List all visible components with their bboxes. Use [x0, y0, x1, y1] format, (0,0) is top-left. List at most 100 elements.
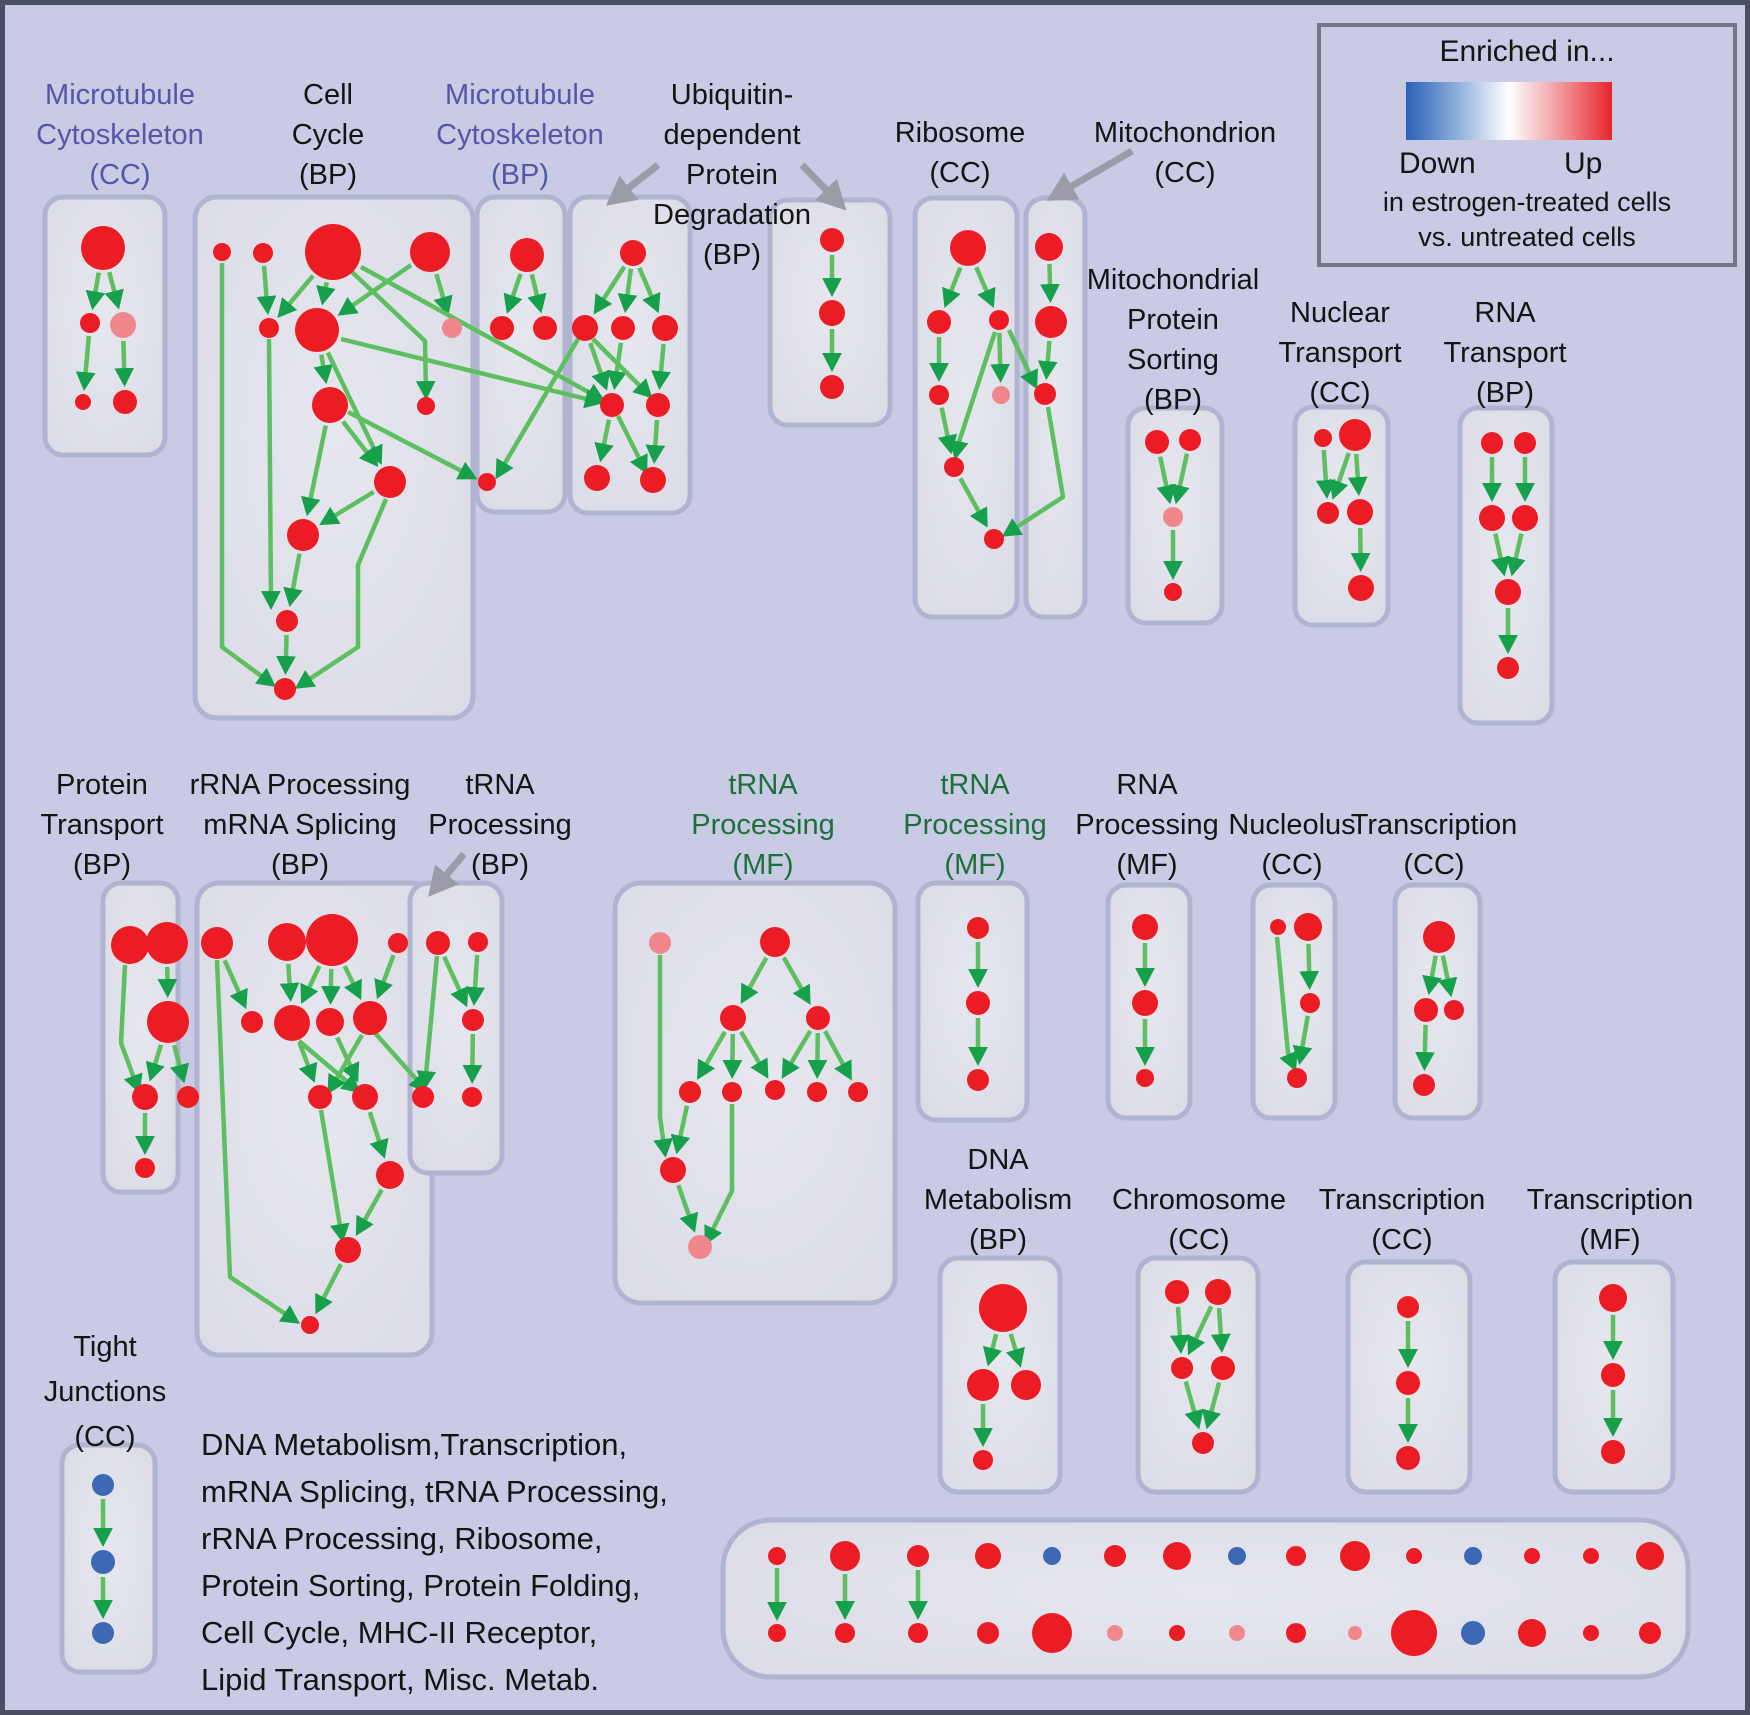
- cross-cluster-edge-arrow: [346, 410, 478, 480]
- go-term-node: [426, 931, 450, 955]
- edge-arrow: [722, 1033, 743, 1079]
- go-term-node: [1348, 1626, 1362, 1640]
- go-term-node: [253, 243, 273, 263]
- edge-arrow: [222, 959, 248, 1010]
- edge-arrow: [653, 955, 673, 1158]
- edge-arrow: [297, 1039, 361, 1094]
- go-term-node: [295, 308, 339, 352]
- go-term-node: [1192, 1432, 1214, 1454]
- go-term-node: [1286, 1546, 1306, 1566]
- go-term-node: [80, 313, 100, 333]
- edge-arrow: [1315, 449, 1336, 499]
- edge-arrow: [704, 1104, 735, 1246]
- edge-arrow: [297, 1041, 318, 1083]
- go-term-node: [1396, 1446, 1420, 1470]
- edge-arrow: [1156, 456, 1177, 505]
- go-term-node: [92, 1622, 114, 1644]
- edge-arrow: [145, 1044, 165, 1082]
- go-term-node: [1317, 502, 1339, 524]
- edge-arrow: [465, 954, 485, 1006]
- edge-arrow: [1347, 453, 1368, 496]
- edge-arrow: [1506, 533, 1526, 577]
- cluster-box-chromosome-cc: [1135, 1255, 1261, 1495]
- go-term-node: [316, 1008, 344, 1036]
- go-term-node: [660, 1157, 686, 1183]
- edge-arrow: [740, 956, 769, 1004]
- edge-arrow: [1210, 1307, 1231, 1353]
- diagram-canvas: [42, 147, 1691, 1680]
- go-term-node: [1179, 429, 1201, 451]
- edge-arrow: [349, 269, 436, 400]
- go-term-node: [1136, 1069, 1154, 1087]
- edge-arrow: [374, 954, 396, 1000]
- edge-arrow: [319, 489, 375, 526]
- go-term-node: [1414, 998, 1438, 1022]
- edge-arrow: [1187, 1305, 1214, 1356]
- edge-arrow: [593, 265, 627, 315]
- label-pointer-arrow: [799, 162, 847, 211]
- label-pointer-arrow: [428, 851, 467, 897]
- cluster-box-mitochondrion-cc: [1023, 195, 1088, 620]
- go-term-node: [820, 228, 844, 252]
- go-term-node: [967, 917, 989, 939]
- go-term-node: [1348, 575, 1374, 601]
- misc-text-line: DNA Metabolism,Transcription,: [201, 1427, 628, 1462]
- go-term-node: [241, 1011, 263, 1033]
- legend-down-label: Down: [1399, 147, 1476, 180]
- go-term-node: [1479, 505, 1505, 531]
- go-term-node: [646, 393, 670, 417]
- go-term-node: [1169, 1625, 1185, 1641]
- edge-arrow: [300, 965, 322, 1005]
- edge-arrow: [823, 1030, 852, 1081]
- edge-arrow: [219, 263, 276, 687]
- go-term-node: [1512, 505, 1538, 531]
- edge-arrow: [591, 337, 653, 399]
- go-term-node: [312, 387, 348, 423]
- go-term-node: [1287, 1068, 1307, 1088]
- go-term-node: [1406, 1548, 1422, 1564]
- go-term-node: [977, 1622, 999, 1644]
- go-term-node: [967, 1069, 989, 1091]
- go-term-node: [768, 1624, 786, 1642]
- go-term-node: [259, 318, 279, 338]
- edge-arrow: [337, 263, 413, 316]
- misc-text-line: Lipid Transport, Misc. Metab.: [201, 1662, 599, 1697]
- edge-arrow: [301, 425, 328, 517]
- go-term-node: [462, 1009, 484, 1031]
- go-term-node: [132, 1084, 158, 1110]
- go-term-node: [966, 991, 990, 1015]
- go-term-node: [979, 1284, 1027, 1332]
- go-term-node: [1314, 429, 1332, 447]
- go-term-node: [1163, 507, 1183, 527]
- go-term-node: [213, 243, 231, 261]
- go-term-node: [135, 1158, 155, 1178]
- go-term-node: [584, 465, 610, 491]
- go-term-node: [722, 1082, 742, 1102]
- edge-arrow: [279, 963, 300, 1002]
- misc-text-line: mRNA Splicing, tRNA Processing,: [201, 1474, 668, 1509]
- go-term-node: [1413, 1074, 1435, 1096]
- go-term-node: [388, 933, 408, 953]
- edge-arrow: [315, 1263, 343, 1315]
- edge-arrow: [937, 407, 958, 455]
- go-term-node: [1464, 1547, 1482, 1565]
- go-term-node: [1205, 1279, 1231, 1305]
- go-term-node: [1583, 1625, 1599, 1641]
- go-term-node: [1601, 1440, 1625, 1464]
- go-term-node: [760, 927, 790, 957]
- legend-gradient-bar: [1406, 82, 1612, 140]
- go-term-node: [374, 466, 406, 498]
- go-term-node: [147, 1001, 189, 1043]
- cluster-box-dna-metabolism-bp: [937, 1255, 1063, 1495]
- edge-arrow: [327, 1033, 364, 1095]
- go-term-node: [688, 1235, 712, 1259]
- go-term-node: [201, 927, 233, 959]
- edge-arrow: [118, 964, 143, 1094]
- edge-arrow: [594, 419, 614, 463]
- go-term-node: [1347, 499, 1373, 525]
- go-term-node: [410, 232, 450, 272]
- edge-arrow: [1437, 955, 1458, 998]
- edge-arrow: [277, 274, 315, 319]
- go-term-node: [353, 1001, 387, 1035]
- go-term-node: [848, 1082, 868, 1102]
